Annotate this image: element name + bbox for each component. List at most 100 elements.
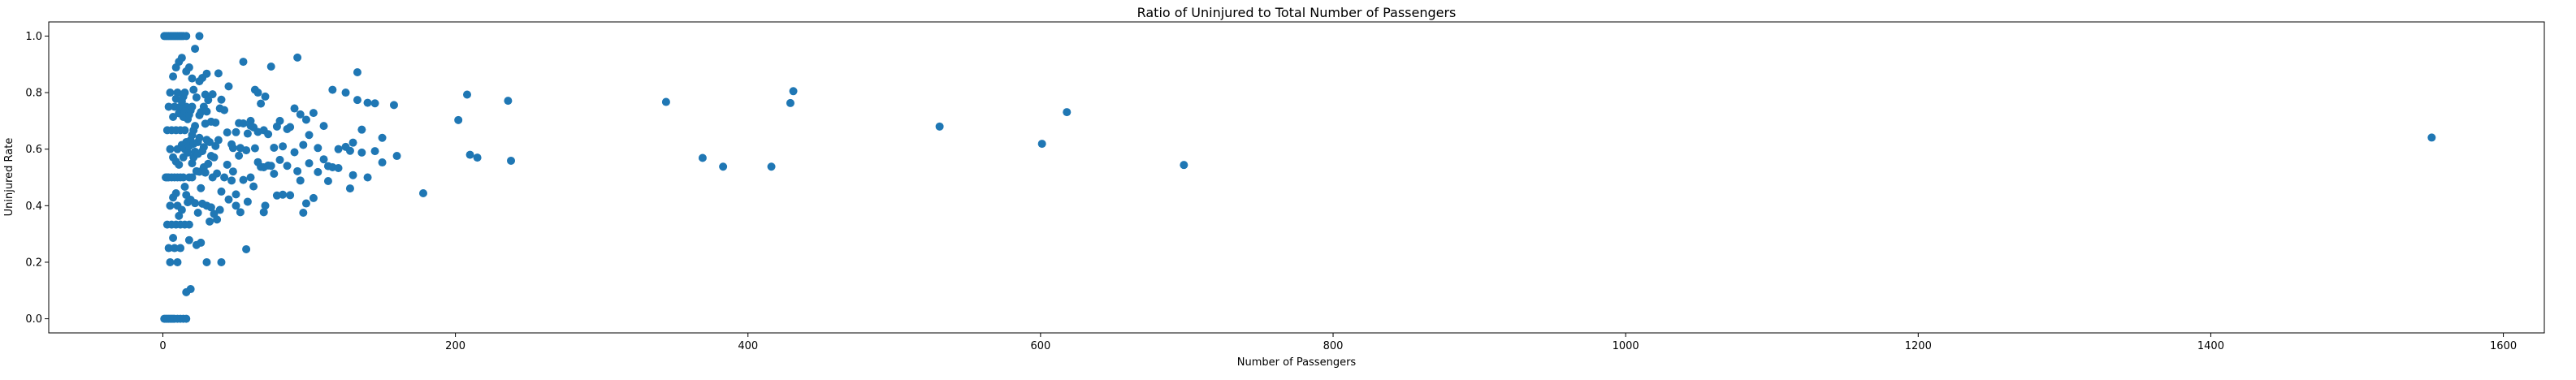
- data-point: [246, 173, 255, 182]
- data-point: [264, 130, 273, 139]
- data-point: [253, 89, 262, 97]
- data-point: [206, 137, 214, 146]
- y-tick-label: 0.4: [25, 201, 42, 213]
- data-point: [341, 89, 350, 97]
- data-point: [169, 72, 178, 81]
- data-point: [698, 153, 707, 162]
- x-tick-label: 1600: [2490, 340, 2517, 352]
- data-point: [378, 133, 387, 142]
- data-point: [184, 63, 193, 72]
- data-point: [242, 244, 251, 253]
- data-point: [227, 176, 236, 185]
- data-point: [345, 184, 354, 193]
- x-tick-label: 200: [445, 340, 465, 352]
- x-tick-label: 800: [1323, 340, 1344, 352]
- data-point: [283, 162, 292, 171]
- data-point: [2427, 133, 2436, 142]
- plot-area: [48, 21, 2545, 334]
- data-point: [319, 155, 328, 164]
- data-point: [363, 98, 372, 107]
- data-point: [290, 104, 299, 113]
- data-point: [177, 54, 186, 63]
- data-point: [177, 205, 186, 214]
- data-point: [220, 173, 229, 182]
- data-point: [206, 217, 214, 226]
- data-point: [314, 144, 323, 153]
- data-point: [223, 160, 232, 169]
- data-point: [305, 159, 314, 168]
- data-point: [290, 148, 299, 157]
- data-point: [164, 102, 173, 111]
- data-point: [166, 257, 175, 266]
- data-point: [301, 115, 310, 124]
- data-point: [370, 99, 379, 108]
- data-point: [296, 110, 305, 119]
- y-tick-label: 0.6: [25, 144, 42, 156]
- data-point: [301, 199, 310, 208]
- data-point: [189, 85, 198, 94]
- data-point: [243, 129, 252, 138]
- data-point: [328, 85, 337, 94]
- data-point: [266, 162, 275, 171]
- data-point: [357, 148, 366, 157]
- data-point: [305, 131, 314, 140]
- x-tick-label: 1000: [1613, 340, 1639, 352]
- data-point: [202, 107, 211, 116]
- data-point: [389, 101, 398, 110]
- data-point: [166, 89, 175, 97]
- data-point: [349, 171, 357, 179]
- data-point: [214, 136, 223, 145]
- data-point: [195, 133, 204, 142]
- data-point: [228, 144, 237, 153]
- data-point: [299, 140, 308, 149]
- data-point: [504, 97, 513, 106]
- data-point: [239, 175, 248, 184]
- y-tick-label: 0.0: [25, 313, 42, 326]
- data-point: [266, 63, 275, 71]
- data-point: [235, 151, 244, 160]
- data-point: [186, 285, 195, 294]
- data-point: [223, 128, 232, 137]
- data-point: [275, 155, 284, 164]
- data-point: [370, 147, 379, 156]
- data-point: [661, 97, 670, 106]
- data-point: [217, 187, 226, 196]
- data-point: [180, 126, 189, 135]
- data-point: [202, 257, 211, 266]
- y-tick-label: 1.0: [25, 31, 42, 43]
- data-point: [224, 82, 233, 91]
- data-point: [232, 127, 240, 136]
- data-point: [173, 257, 182, 266]
- data-point: [236, 208, 245, 217]
- data-point: [202, 69, 211, 78]
- data-point: [270, 143, 279, 152]
- data-point: [175, 160, 184, 169]
- data-point: [173, 89, 182, 97]
- data-point: [334, 164, 343, 173]
- data-point: [188, 173, 197, 182]
- x-tick-label: 1400: [2197, 340, 2224, 352]
- data-point: [463, 90, 472, 99]
- data-point: [195, 32, 204, 41]
- data-point: [232, 190, 240, 199]
- data-point: [353, 96, 362, 105]
- data-point: [191, 199, 200, 208]
- data-point: [169, 112, 178, 121]
- data-point: [176, 244, 185, 253]
- data-point: [378, 158, 387, 167]
- data-point: [166, 145, 175, 153]
- data-point: [170, 102, 179, 111]
- x-tick-label: 1200: [1905, 340, 1932, 352]
- data-point: [197, 184, 206, 192]
- data-point: [1063, 108, 1072, 117]
- data-point: [345, 146, 354, 155]
- data-point: [296, 176, 305, 185]
- y-tick-label: 0.2: [25, 257, 42, 269]
- data-point: [275, 116, 284, 125]
- data-point: [454, 115, 463, 124]
- data-point: [169, 234, 178, 243]
- data-point: [188, 102, 197, 111]
- data-point: [214, 69, 223, 78]
- data-point: [182, 32, 191, 41]
